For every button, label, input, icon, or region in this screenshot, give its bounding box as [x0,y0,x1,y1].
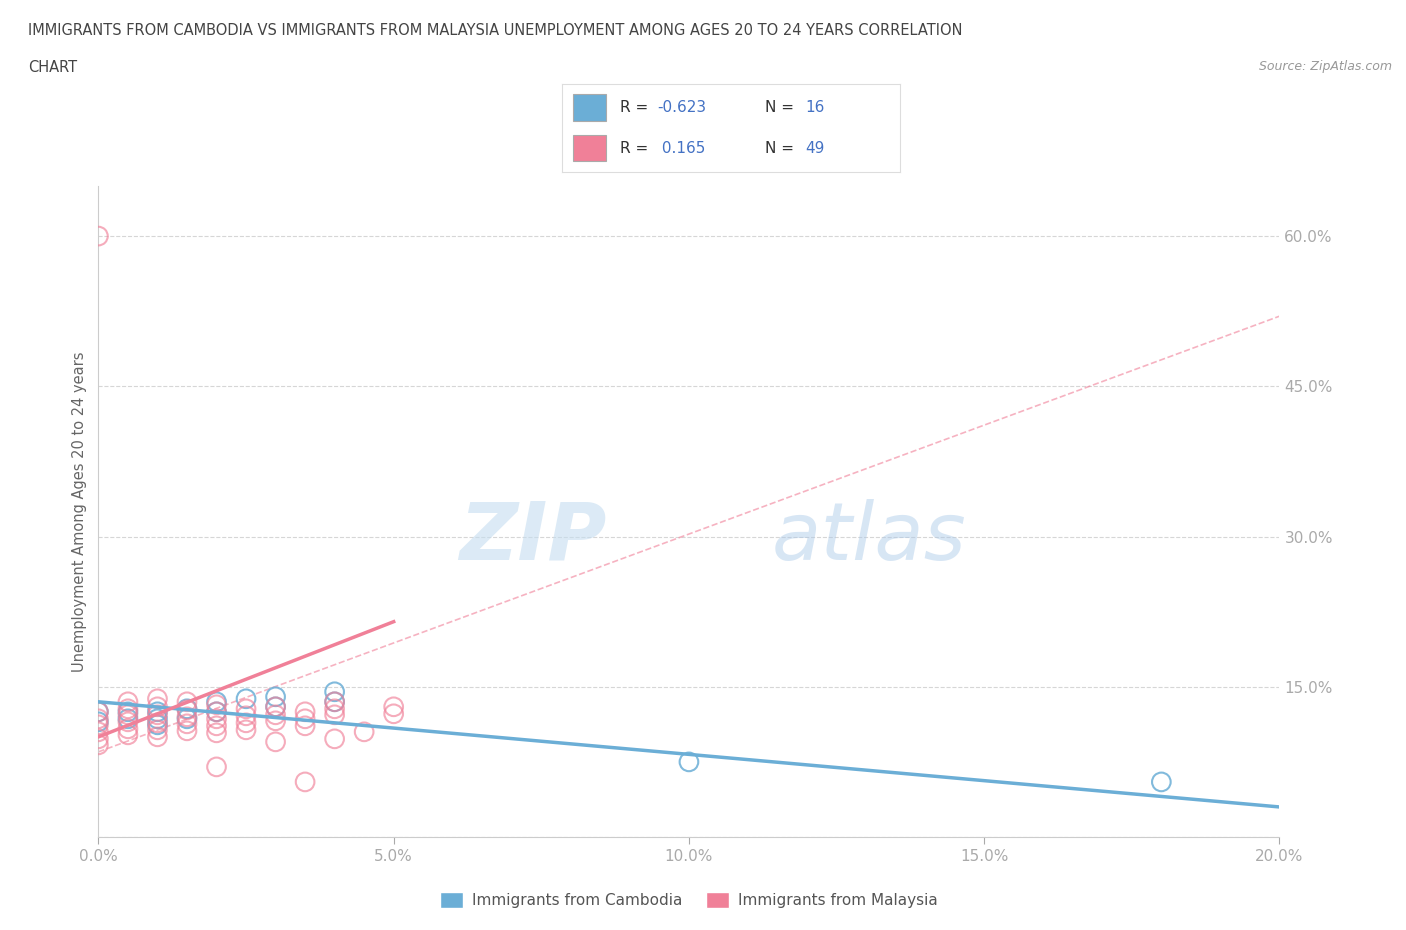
Point [146,715,169,730]
Point [117,727,139,742]
Point [294,711,316,726]
Point [146,711,169,726]
Point [176,724,198,738]
Bar [572,94,606,121]
Point [146,704,169,719]
Point [87,717,110,732]
Text: 16: 16 [806,100,825,115]
Point [323,701,346,716]
Point [146,699,169,714]
Point [176,710,198,724]
Bar [572,135,606,162]
Point [117,704,139,719]
Point [117,722,139,737]
Point [176,702,198,717]
Point [87,714,110,729]
Point [264,699,287,714]
Text: R =: R = [620,140,652,155]
Point [146,708,169,723]
Point [323,684,346,699]
Point [176,716,198,731]
Point [117,701,139,716]
Point [87,711,110,726]
Text: 49: 49 [806,140,825,155]
Point [87,737,110,752]
Point [146,729,169,744]
Text: Source: ZipAtlas.com: Source: ZipAtlas.com [1258,60,1392,73]
Point [235,715,257,730]
Point [294,704,316,719]
Point [205,704,228,719]
Text: N =: N = [765,100,799,115]
Point [87,731,110,746]
Point [235,691,257,706]
Text: R =: R = [620,100,652,115]
Text: atlas: atlas [772,498,966,577]
Point [146,717,169,732]
Point [205,695,228,710]
Point [235,701,257,716]
Point [294,718,316,733]
Point [205,725,228,740]
Point [87,704,110,719]
Point [382,707,405,722]
Y-axis label: Unemployment Among Ages 20 to 24 years: Unemployment Among Ages 20 to 24 years [72,352,87,671]
Text: IMMIGRANTS FROM CAMBODIA VS IMMIGRANTS FROM MALAYSIA UNEMPLOYMENT AMONG AGES 20 : IMMIGRANTS FROM CAMBODIA VS IMMIGRANTS F… [28,23,963,38]
Point [87,229,110,244]
Point [1150,775,1173,790]
Point [87,724,110,739]
Text: N =: N = [765,140,799,155]
Point [323,731,346,746]
Point [205,711,228,726]
Point [235,709,257,724]
Point [117,711,139,726]
Point [264,708,287,723]
Point [264,699,287,714]
Point [323,708,346,723]
Text: ZIP: ZIP [458,498,606,577]
Point [323,695,346,710]
Point [146,723,169,737]
Point [323,695,346,710]
Point [117,695,139,710]
Point [205,760,228,775]
Point [117,708,139,723]
Point [264,735,287,750]
Point [264,689,287,704]
Point [205,718,228,733]
Point [382,699,405,714]
Point [235,723,257,737]
Point [176,711,198,726]
Point [117,714,139,729]
Legend: Immigrants from Cambodia, Immigrants from Malaysia: Immigrants from Cambodia, Immigrants fro… [434,885,943,914]
Point [176,695,198,710]
Point [87,704,110,719]
Text: 0.165: 0.165 [657,140,706,155]
Text: CHART: CHART [28,60,77,75]
Point [205,704,228,719]
Point [176,701,198,716]
Point [678,754,700,769]
Text: -0.623: -0.623 [657,100,706,115]
Point [205,698,228,712]
Point [146,691,169,706]
Point [294,775,316,790]
Point [264,713,287,728]
Point [353,724,375,739]
